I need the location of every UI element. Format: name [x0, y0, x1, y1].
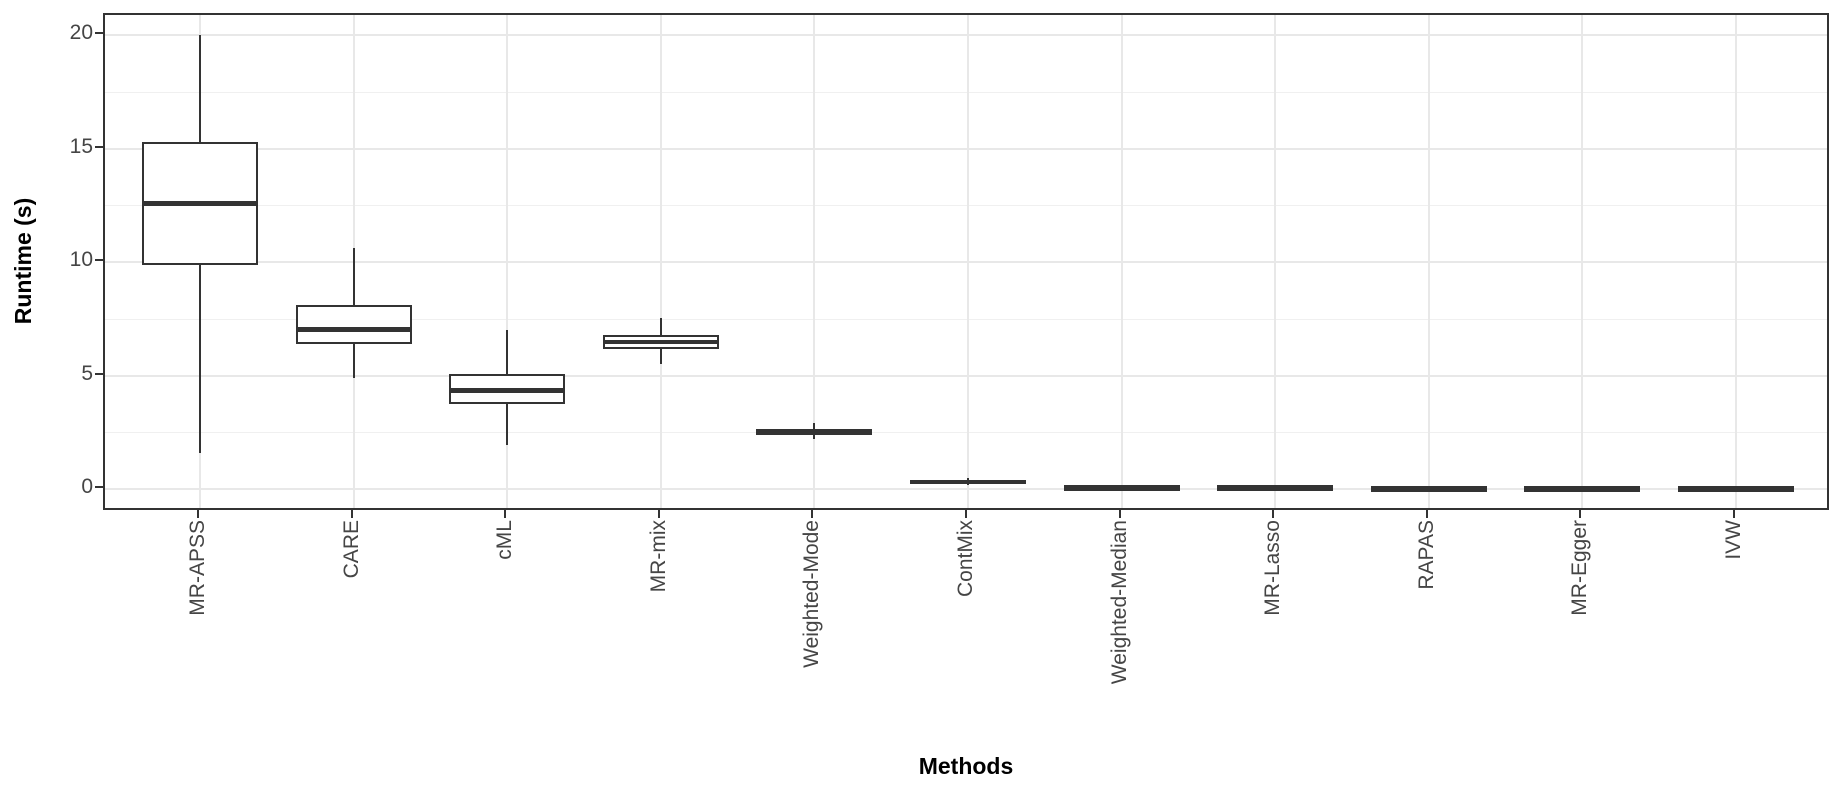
median-line-mr-lasso	[1217, 485, 1334, 490]
upper-whisker-cml	[506, 330, 509, 374]
median-line-care	[295, 327, 412, 332]
y-tick-10	[95, 259, 103, 262]
y-tick-label-0: 0	[81, 475, 93, 499]
y-tick-15	[95, 145, 103, 148]
x-tick-mr-lasso	[1272, 510, 1275, 518]
upper-whisker-care	[352, 247, 355, 306]
y-tick-label-5: 5	[81, 361, 93, 385]
x-tick-mr-egger	[1579, 510, 1582, 518]
gridline-x-mr-egger	[1581, 15, 1584, 508]
lower-whisker-cml	[506, 404, 509, 446]
minor-gridline-y-2.5	[105, 432, 1827, 434]
x-tick-label-weighted-median: Weighted-Median	[1107, 520, 1131, 685]
x-tick-label-weighted-mode: Weighted-Mode	[800, 520, 824, 668]
upper-whisker-weighted-mode	[813, 423, 816, 430]
x-tick-label-contmix: ContMix	[954, 520, 977, 598]
median-line-weighted-mode	[756, 430, 873, 435]
boxplot-box-care	[295, 305, 412, 345]
x-tick-label-mr-lasso: MR-Lasso	[1261, 520, 1285, 616]
minor-gridline-y-17.5	[105, 91, 1827, 93]
x-tick-care	[350, 510, 353, 518]
x-tick-contmix	[965, 510, 967, 518]
y-tick-5	[95, 372, 103, 375]
x-tick-label-rapas: RAPAS	[1414, 520, 1438, 590]
major-gridline-y-15	[105, 147, 1827, 150]
median-line-contmix	[910, 479, 1026, 485]
median-line-rapas	[1370, 486, 1487, 491]
major-gridline-y-10	[105, 261, 1827, 264]
x-tick-ivw	[1733, 510, 1735, 518]
x-tick-cml	[504, 510, 507, 518]
x-axis-title: Methods	[918, 753, 1014, 779]
y-tick-0	[95, 486, 103, 489]
y-tick-label-20: 20	[69, 21, 93, 45]
gridline-x-mr-mix	[659, 15, 662, 508]
x-tick-label-care: CARE	[339, 520, 363, 579]
upper-whisker-mr-apss	[199, 35, 201, 143]
x-tick-label-mr-egger: MR-Egger	[1568, 520, 1592, 616]
lower-whisker-mr-mix	[659, 348, 662, 365]
gridline-x-mr-lasso	[1274, 15, 1277, 508]
x-tick-weighted-mode	[811, 510, 814, 518]
x-tick-rapas	[1425, 510, 1428, 518]
plot-panel	[103, 13, 1829, 510]
gridline-x-weighted-mode	[813, 15, 816, 508]
y-tick-label-10: 10	[69, 248, 93, 272]
median-line-cml	[449, 388, 566, 393]
x-tick-label-cml: cML	[493, 520, 517, 560]
x-tick-label-mr-mix: MR-mix	[646, 520, 670, 593]
x-tick-mr-apss	[197, 510, 199, 518]
lower-whisker-care	[352, 344, 355, 379]
major-gridline-y-0	[105, 488, 1827, 491]
lower-whisker-mr-apss	[199, 264, 201, 453]
x-tick-label-ivw: IVW	[1722, 520, 1745, 560]
median-line-mr-apss	[142, 201, 258, 206]
median-line-mr-egger	[1524, 486, 1641, 491]
upper-whisker-mr-mix	[659, 317, 662, 335]
y-tick-label-15: 15	[69, 134, 93, 158]
lower-whisker-weighted-mode	[813, 434, 816, 440]
upper-whisker-contmix	[967, 477, 969, 480]
median-line-ivw	[1678, 486, 1794, 491]
major-gridline-y-5	[105, 374, 1827, 377]
gridline-x-contmix	[967, 15, 969, 508]
minor-gridline-y-7.5	[105, 318, 1827, 320]
x-tick-weighted-median	[1118, 510, 1121, 518]
median-line-mr-mix	[602, 339, 719, 345]
gridline-x-weighted-median	[1120, 15, 1123, 508]
minor-gridline-y-12.5	[105, 205, 1827, 207]
median-line-weighted-median	[1063, 485, 1180, 490]
y-tick-20	[95, 32, 103, 35]
x-tick-mr-mix	[657, 510, 660, 518]
major-gridline-y-20	[105, 34, 1827, 37]
x-tick-label-mr-apss: MR-APSS	[186, 520, 209, 616]
gridline-x-ivw	[1735, 15, 1737, 508]
gridline-x-cml	[506, 15, 509, 508]
gridline-x-rapas	[1427, 15, 1430, 508]
